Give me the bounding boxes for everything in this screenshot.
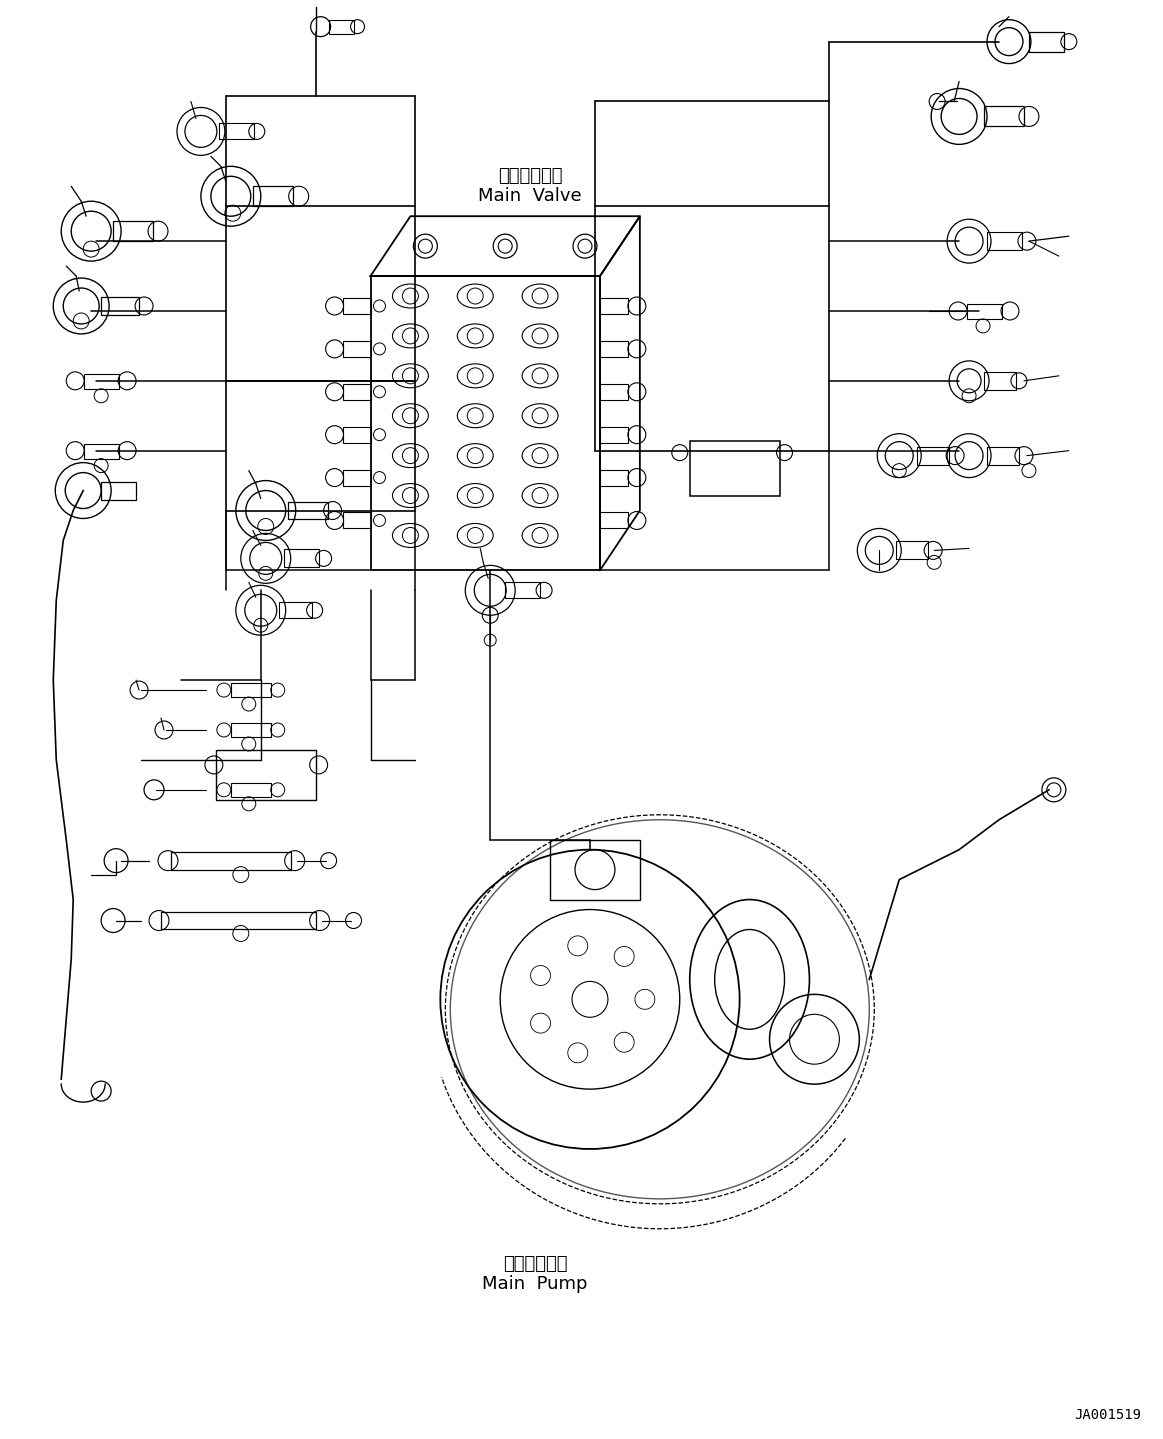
Circle shape	[530, 1013, 550, 1033]
Text: メインバルブ: メインバルブ	[498, 167, 563, 186]
Bar	[343, 469, 371, 485]
Circle shape	[614, 947, 634, 967]
Text: Main  Valve: Main Valve	[478, 187, 582, 206]
Bar	[968, 304, 1003, 319]
Bar	[252, 186, 293, 206]
Circle shape	[568, 935, 587, 955]
Bar	[329, 20, 354, 33]
Bar	[600, 298, 628, 314]
Bar	[216, 750, 315, 800]
Bar	[101, 482, 136, 499]
Bar	[343, 341, 371, 357]
Bar	[343, 298, 371, 314]
Bar	[226, 206, 415, 381]
Bar	[84, 374, 119, 389]
Bar	[230, 722, 271, 737]
Circle shape	[530, 966, 550, 986]
Text: JA001519: JA001519	[1075, 1409, 1142, 1422]
Bar	[171, 852, 291, 869]
Bar	[343, 512, 371, 528]
Bar	[897, 541, 928, 560]
Bar	[1029, 32, 1064, 52]
Bar	[219, 124, 254, 140]
Bar	[230, 684, 271, 696]
Bar	[343, 427, 371, 443]
Bar	[600, 427, 628, 443]
Bar	[600, 384, 628, 400]
Bar	[918, 446, 949, 465]
Bar	[113, 222, 154, 242]
Bar	[101, 296, 140, 315]
Bar	[600, 341, 628, 357]
Bar	[595, 206, 829, 450]
Bar	[550, 840, 640, 899]
Text: メインポンプ: メインポンプ	[502, 1255, 568, 1272]
Bar	[84, 443, 119, 459]
Bar	[987, 232, 1022, 250]
Bar	[160, 911, 315, 930]
Text: Main  Pump: Main Pump	[483, 1275, 587, 1292]
Bar	[984, 106, 1023, 127]
Bar	[284, 550, 319, 567]
Bar	[984, 371, 1016, 390]
Bar	[287, 502, 328, 519]
Bar	[343, 384, 371, 400]
Bar	[279, 603, 312, 619]
Bar	[690, 440, 779, 495]
Bar	[600, 469, 628, 485]
Bar	[600, 512, 628, 528]
Bar	[230, 783, 271, 797]
Bar	[987, 446, 1019, 465]
Circle shape	[614, 1032, 634, 1052]
Circle shape	[635, 990, 655, 1009]
Bar	[505, 583, 540, 599]
Bar	[226, 381, 415, 511]
Circle shape	[568, 1043, 587, 1063]
